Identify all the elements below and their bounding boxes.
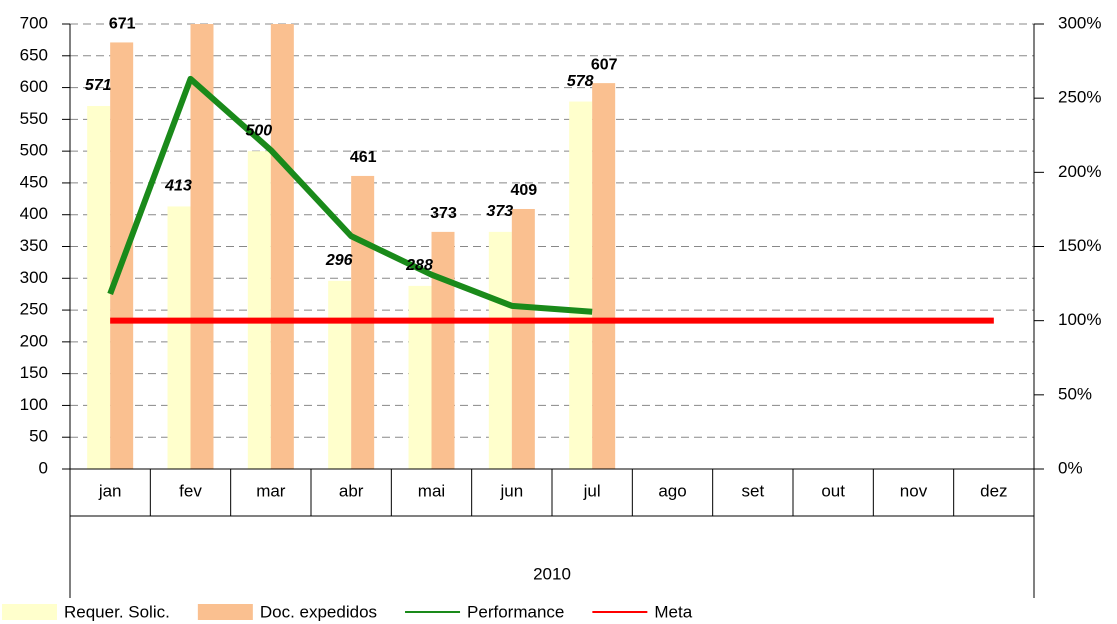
value-label: 296 [325, 252, 353, 269]
x-tick-label: jun [499, 481, 523, 500]
bar [270, 24, 294, 469]
value-label: 413 [164, 178, 192, 195]
y2-tick-label: 0% [1058, 458, 1083, 477]
value-label: 288 [405, 257, 433, 274]
y-tick-label: 550 [20, 109, 48, 128]
y-tick-label: 350 [20, 236, 48, 255]
value-label: 671 [109, 16, 136, 33]
y2-tick-label: 200% [1058, 162, 1101, 181]
value-label: 571 [85, 77, 112, 94]
bar [511, 208, 535, 469]
value-label: 500 [245, 122, 272, 139]
y2-tick-label: 50% [1058, 384, 1092, 403]
y2-tick-label: 100% [1058, 310, 1101, 329]
group-label: 2010 [533, 564, 571, 583]
bar [408, 285, 432, 469]
x-tick-label: mar [256, 481, 286, 500]
legend-label: Performance [467, 602, 564, 621]
bar [592, 83, 616, 469]
y-tick-label: 200 [20, 331, 48, 350]
x-tick-label: fev [179, 481, 202, 500]
y-tick-label: 300 [20, 268, 48, 287]
value-label: 373 [486, 203, 513, 220]
y-tick-label: 50 [29, 427, 48, 446]
legend-label: Requer. Solic. [64, 602, 170, 621]
value-label: 409 [510, 182, 537, 199]
x-tick-label: set [741, 481, 764, 500]
x-tick-label: nov [900, 481, 928, 500]
value-label: 578 [567, 73, 594, 90]
y-tick-label: 500 [20, 141, 48, 160]
y-tick-label: 100 [20, 395, 48, 414]
y2-tick-label: 250% [1058, 88, 1101, 107]
legend-label: Doc. expedidos [260, 602, 377, 621]
bar [569, 101, 593, 470]
x-tick-label: jul [583, 481, 601, 500]
y2-tick-label: 300% [1058, 13, 1101, 32]
value-label: 373 [430, 205, 457, 222]
value-label: 461 [350, 149, 377, 166]
y-tick-label: 150 [20, 363, 48, 382]
x-tick-label: out [821, 481, 845, 500]
legend-swatch [2, 604, 57, 620]
bar [87, 106, 111, 469]
legend-label: Meta [654, 602, 692, 621]
bar [190, 24, 214, 469]
bar [488, 231, 512, 469]
bar [431, 231, 455, 469]
x-tick-label: mai [418, 481, 445, 500]
line-series [107, 75, 593, 315]
y-tick-label: 250 [20, 300, 48, 319]
y-tick-label: 700 [20, 13, 48, 32]
x-tick-label: dez [980, 481, 1007, 500]
y2-tick-label: 150% [1058, 236, 1101, 255]
y-tick-label: 650 [20, 45, 48, 64]
bar [328, 280, 352, 469]
x-tick-label: ago [658, 481, 686, 500]
x-tick-label: abr [339, 481, 364, 500]
y-tick-label: 0 [39, 458, 48, 477]
y-tick-label: 600 [20, 77, 48, 96]
bar [167, 206, 191, 469]
bar [247, 151, 271, 469]
value-label: 607 [591, 56, 618, 73]
x-tick-label: jan [98, 481, 122, 500]
y-tick-label: 450 [20, 172, 48, 191]
y-tick-label: 400 [20, 204, 48, 223]
legend-swatch [197, 604, 253, 620]
